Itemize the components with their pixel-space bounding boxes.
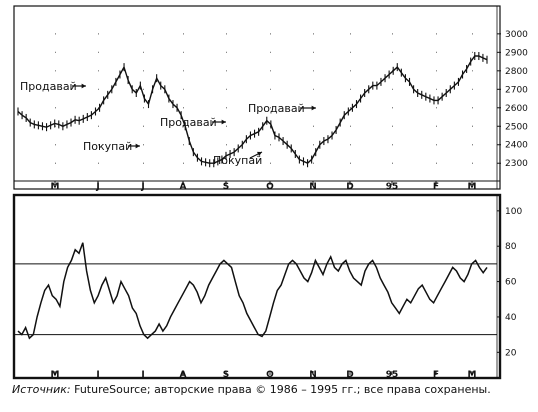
annotation-buy: Покупай <box>213 154 262 167</box>
annotation-arrow-head <box>135 143 140 149</box>
annotation-sell: Продавай <box>20 80 77 93</box>
price-series-line <box>17 55 488 165</box>
price-x-tick-label: 95 <box>386 182 399 192</box>
rsi-x-tick-label: S <box>223 370 229 380</box>
price-y-tick-label: 2500 <box>505 122 528 132</box>
price-y-tick-label: 2800 <box>505 67 528 77</box>
price-y-tick-label: 2400 <box>505 141 528 151</box>
rsi-x-tick-label: F <box>433 370 439 380</box>
price-plot: 2300 2400 2500 2600 2700 2800 2900 3000 M J J A S O N D… <box>14 6 528 192</box>
rsi-y-tick-label: 100 <box>505 207 522 217</box>
rsi-x-tick-label: 95 <box>386 370 399 380</box>
price-panel-frame <box>13 5 501 190</box>
caption-prefix: Источник: <box>12 383 71 396</box>
price-y-tick-label: 3000 <box>505 30 528 40</box>
annotation-arrow-head <box>311 105 316 111</box>
caption-text: FutureSource; авторские права © 1986 – 1… <box>70 383 491 396</box>
rsi-y-tick-label: 60 <box>505 278 517 288</box>
rsi-y-tick-label: 40 <box>505 313 517 323</box>
price-x-tick-label: O <box>266 182 274 192</box>
rsi-x-tick-label: N <box>309 370 317 380</box>
rsi-x-tick-label: J <box>140 370 144 380</box>
rsi-y-tick-label: 20 <box>505 348 517 358</box>
rsi-x-tick-label: J <box>95 370 99 380</box>
price-x-tick-label: M <box>468 182 477 192</box>
price-y-tick-label: 2300 <box>505 159 528 169</box>
rsi-x-tick-label: M <box>51 370 60 380</box>
price-x-tick-label: J <box>140 182 144 192</box>
rsi-x-tick-label: O <box>266 370 274 380</box>
source-caption: Источник: FutureSource; авторские права … <box>12 383 491 396</box>
price-y-tick-label: 2600 <box>505 104 528 114</box>
price-y-tick-label: 2700 <box>505 85 528 95</box>
rsi-series-line <box>17 242 488 340</box>
rsi-x-tick-label: A <box>180 370 187 380</box>
rsi-x-tick-label: D <box>346 370 353 380</box>
annotation-sell: Продавай <box>160 116 217 129</box>
annotation-arrow-head <box>257 151 262 157</box>
price-x-tick-label: D <box>346 182 353 192</box>
price-x-tick-label: M <box>51 182 60 192</box>
rsi-y-tick-label: 80 <box>505 242 517 252</box>
annotation-arrow-head <box>81 83 86 89</box>
rsi-panel-frame <box>12 193 502 380</box>
price-x-tick-label: A <box>180 182 187 192</box>
rsi-x-tick-label: M <box>468 370 477 380</box>
price-x-tick-label: N <box>309 182 317 192</box>
annotation-sell: Продавай <box>248 102 305 115</box>
price-y-tick-label: 2900 <box>505 48 528 58</box>
annotation-arrow-head <box>221 119 226 125</box>
price-x-tick-label: F <box>433 182 439 192</box>
annotation-buy: Покупай <box>83 140 132 153</box>
rsi-plot: 20 40 60 80 100 M J J A S O N D 95 F M <box>14 195 522 380</box>
price-x-tick-label: S <box>223 182 229 192</box>
price-x-tick-label: J <box>95 182 99 192</box>
